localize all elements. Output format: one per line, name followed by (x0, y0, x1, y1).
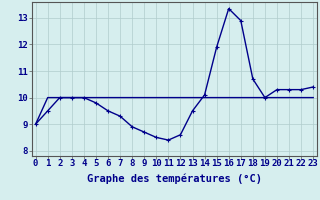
X-axis label: Graphe des températures (°C): Graphe des températures (°C) (87, 173, 262, 184)
